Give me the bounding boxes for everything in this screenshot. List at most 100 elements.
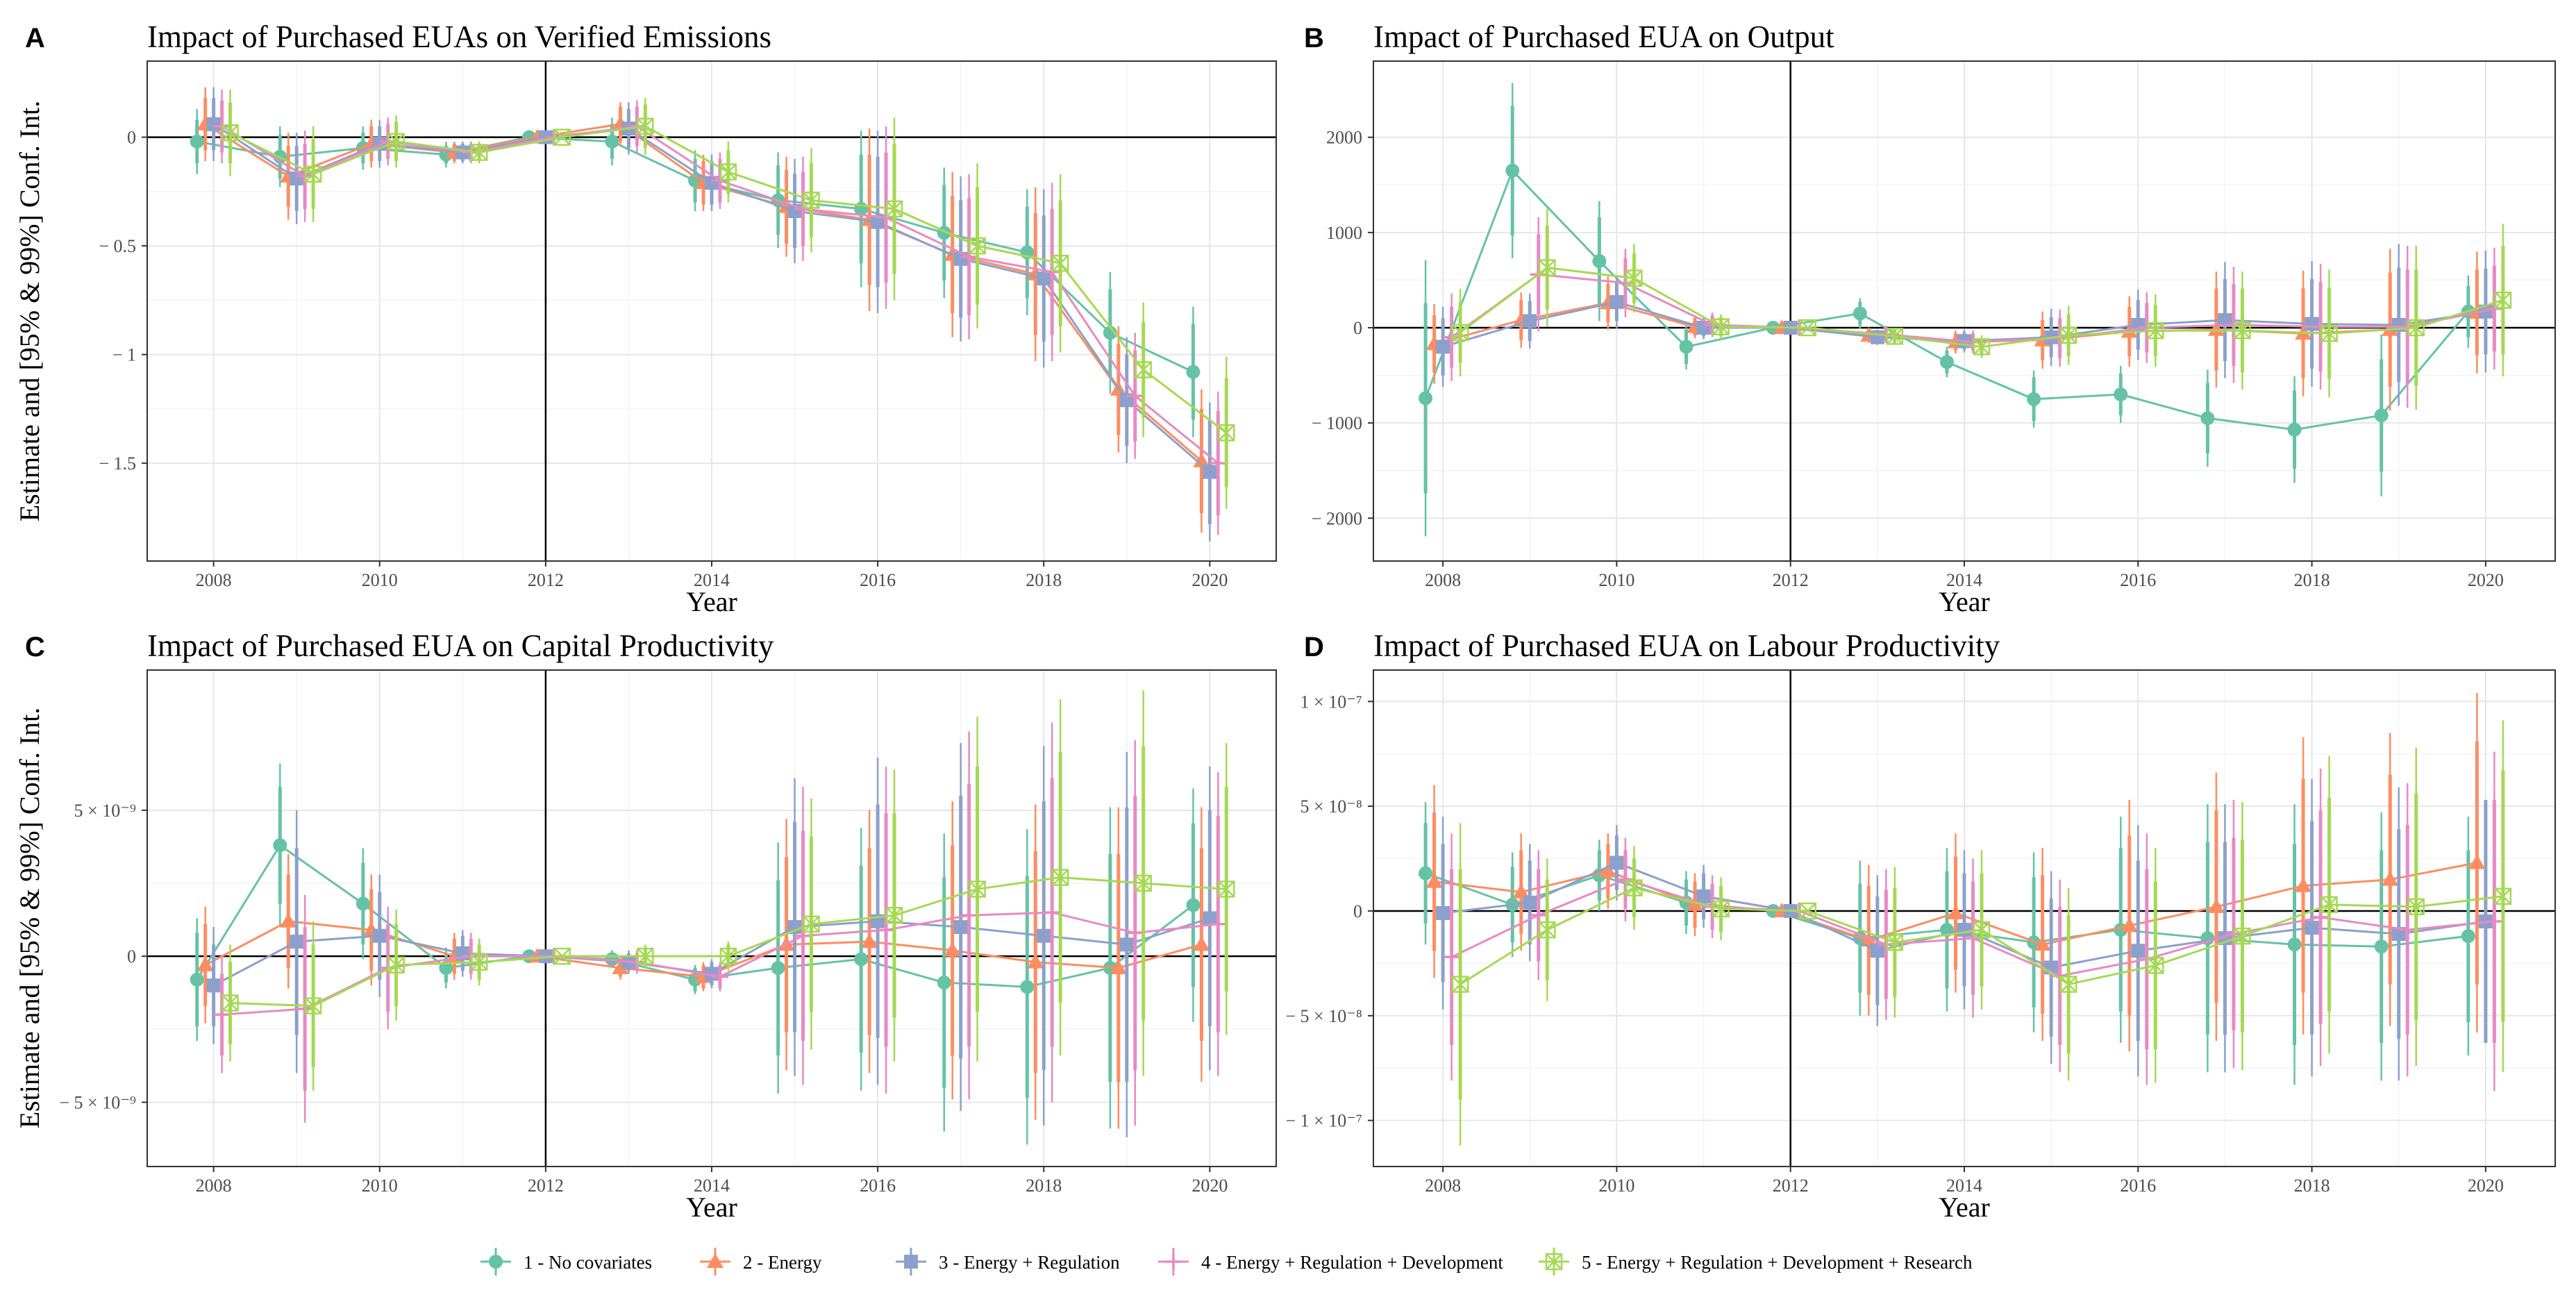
x-tick-label: 2014 [1946,1176,1982,1196]
data-point [1870,944,1884,958]
data-point [885,200,903,218]
data-point [1436,905,1450,920]
data-point [1625,269,1643,287]
x-tick-label: 2020 [1191,1176,1228,1196]
data-point [2320,896,2338,914]
data-point [2399,921,2416,939]
data-point [1451,976,1469,993]
legend-key-marker [1545,1253,1563,1271]
y-tick-label: 0 [1353,318,1362,338]
series-2 [196,87,1210,533]
x-tick-label: 2008 [196,570,232,590]
y-tick-label: − 5 × 10⁻⁹ [59,1092,136,1112]
data-point [1599,862,1616,878]
data-point [885,907,903,924]
panel-d: 2008 2010 2012 2014 2016 2018 2020 1 × 10⁻⁷ 5 × … [1285,628,2556,1223]
data-point [1886,328,1904,345]
y-tick-label: 0 [1353,901,1362,921]
data-point [470,144,488,161]
y-tick-label: 1000 [1326,223,1362,243]
data-point [2407,898,2425,916]
data-point [2059,326,2077,344]
data-point [1505,163,1520,178]
data-point [387,956,405,974]
data-point [1886,933,1904,951]
panel-title: Impact of Purchased EUA on Output [1373,19,1834,54]
x-tick-label: 2012 [528,570,564,590]
data-point [1135,874,1152,892]
data-point [1027,953,1044,969]
data-point [1539,921,1556,939]
data-point [1218,424,1235,442]
data-point [1523,314,1537,328]
series-5 [221,690,1235,1091]
x-tick-label: 2016 [860,1176,896,1196]
y-axis-label: Estimate and [95% & 99%] Conf. Int. [14,101,45,522]
data-point [2287,422,2302,437]
y-tick-label: 0 [127,128,136,148]
data-point [553,128,571,146]
data-point [969,237,986,255]
data-point [1530,906,1547,923]
data-point [2059,976,2077,993]
data-point [206,117,221,131]
data-point [2399,318,2416,335]
data-point [861,933,878,948]
data-point [1973,921,1991,939]
data-point [1103,326,1117,340]
panel-title: Impact of Purchased EUAs on Verified Emi… [147,19,771,54]
data-point [969,880,986,898]
series-1 [1419,83,2475,537]
data-point [553,947,571,965]
data-point [711,968,728,985]
legend-label: 5 - Energy + Regulation + Development + … [1582,1252,1973,1273]
data-point [1135,361,1152,378]
data-point [2234,927,2251,945]
data-point [637,117,654,135]
data-point [2305,317,2319,331]
data-point [2468,854,2486,869]
data-point [280,912,297,928]
data-point [2461,929,2475,944]
data-point [771,961,785,975]
series-5 [1451,208,2512,410]
data-point [2131,944,2146,958]
legend-key-marker [904,1255,918,1269]
data-point [1964,333,1982,351]
data-point [1203,911,1217,926]
data-point [2147,321,2164,340]
x-tick-label: 2016 [860,570,896,590]
data-point [2138,951,2155,968]
data-point [2114,387,2128,401]
data-point [1609,294,1624,309]
data-point [2374,408,2389,423]
panel-letter: D [1304,632,1324,662]
data-point [1436,340,1450,354]
y-axis-label: Estimate and [95% & 99%] Conf. Int. [14,708,45,1129]
data-point [1625,879,1643,897]
y-tick-label: 5 × 10⁻⁹ [74,801,136,821]
y-tick-label: 2000 [1326,128,1362,148]
data-point [937,976,951,990]
y-tick-label: − 5 × 10⁻⁸ [1285,1006,1362,1026]
legend-item-1: 1 - No covariates [480,1248,652,1276]
data-point [1443,948,1460,966]
x-tick-label: 2010 [1598,570,1634,590]
data-point [221,994,239,1012]
x-tick-label: 2012 [528,1176,564,1196]
data-point [2027,392,2041,406]
x-tick-label: 2020 [1191,570,1228,590]
legend-key-marker [1165,1253,1182,1270]
panel-b: 2008 2010 2012 2014 2016 2018 2020 2000 1000 0 − 1… [1304,19,2556,617]
series-5 [221,89,1235,509]
data-point [1210,915,1227,933]
data-point [273,838,287,853]
data-point [1051,254,1069,272]
x-tick-label: 2008 [1425,1176,1461,1196]
data-point [2295,877,2312,892]
data-point [2305,921,2319,935]
x-axis-label: Year [686,1192,737,1223]
x-tick-label: 2008 [1425,570,1461,590]
x-axis-label: Year [686,586,737,617]
data-point [612,960,629,974]
